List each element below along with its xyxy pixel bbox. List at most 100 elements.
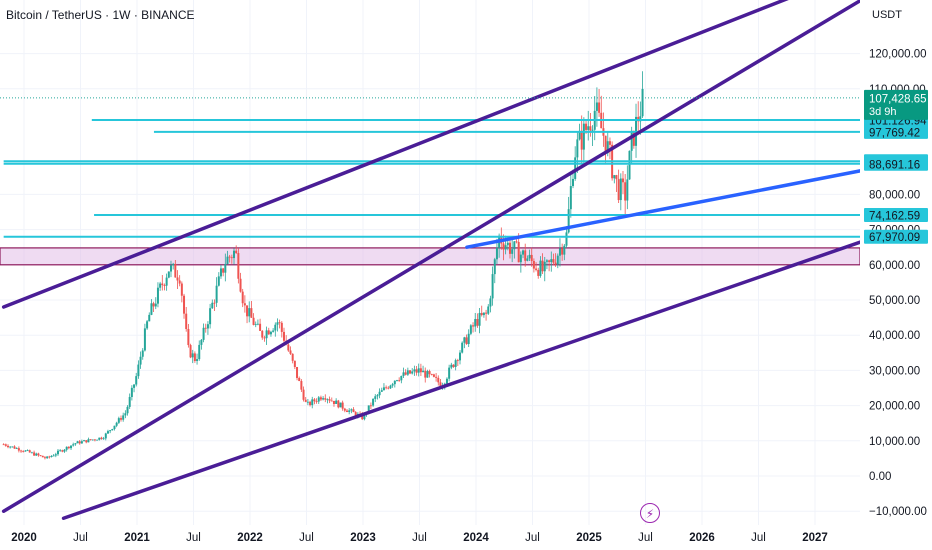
candle-body bbox=[176, 277, 179, 281]
candle-body bbox=[330, 400, 333, 402]
time-axis-label: Jul bbox=[186, 532, 201, 544]
candle-body bbox=[474, 319, 477, 327]
currency-label[interactable]: USDT bbox=[872, 9, 902, 21]
price-tag-label: 67,970.09 bbox=[869, 232, 920, 244]
candle-body bbox=[450, 364, 453, 368]
price-axis-bg bbox=[860, 0, 932, 550]
candle-body bbox=[289, 350, 292, 354]
candle-body bbox=[133, 384, 136, 388]
candle-body bbox=[172, 263, 175, 266]
candle-body bbox=[630, 130, 633, 151]
candle-body bbox=[624, 182, 627, 201]
candle-body bbox=[485, 312, 488, 314]
price-tag-label: 88,691.16 bbox=[869, 159, 920, 171]
time-axis-label: 2024 bbox=[463, 532, 489, 544]
candle-body bbox=[567, 209, 570, 233]
candle-body bbox=[435, 376, 438, 378]
candle-body bbox=[487, 306, 490, 314]
candle-body bbox=[378, 391, 381, 396]
price-axis-label: 120,000.00 bbox=[869, 49, 927, 61]
candle-body bbox=[7, 445, 10, 448]
candle-body bbox=[20, 450, 23, 452]
lightning-icon[interactable]: ⚡ bbox=[640, 503, 660, 523]
time-axis-label: 2022 bbox=[237, 532, 263, 544]
candle-body bbox=[165, 277, 168, 286]
candle-body bbox=[461, 342, 464, 353]
candle-body bbox=[363, 413, 366, 420]
price-axis-label: 0.00 bbox=[869, 471, 891, 483]
countdown-label: 3d 9h bbox=[869, 106, 897, 118]
candle-body bbox=[143, 328, 146, 351]
candle-body bbox=[178, 280, 181, 284]
candle-body bbox=[233, 250, 236, 259]
candle-body bbox=[230, 257, 233, 259]
candle-body bbox=[63, 449, 66, 452]
price-axis-label: 40,000.00 bbox=[869, 330, 920, 342]
candle-body bbox=[332, 400, 335, 404]
candle-body bbox=[639, 116, 642, 122]
candle-body bbox=[152, 303, 155, 307]
candle-body bbox=[54, 454, 57, 456]
candle-body bbox=[276, 322, 279, 325]
candle-body bbox=[272, 330, 275, 332]
candle-body bbox=[572, 178, 575, 187]
candle-body bbox=[617, 179, 620, 201]
candle-body bbox=[293, 360, 296, 367]
candle-body bbox=[632, 130, 635, 146]
time-axis-label: 2021 bbox=[124, 532, 150, 544]
candle-body bbox=[517, 241, 520, 263]
candle-body bbox=[269, 331, 272, 335]
candle-body bbox=[261, 330, 264, 338]
candle-body bbox=[185, 313, 188, 330]
candle-body bbox=[337, 400, 340, 408]
candle-body bbox=[74, 443, 77, 445]
candle-body bbox=[106, 431, 109, 434]
time-axis-label: 2027 bbox=[802, 532, 828, 544]
symbol-title[interactable]: Bitcoin / TetherUS · 1W · BINANCE bbox=[6, 8, 195, 22]
candle-body bbox=[46, 456, 49, 459]
candle-body bbox=[561, 248, 564, 255]
candle-body bbox=[302, 389, 305, 400]
candle-body bbox=[539, 260, 542, 276]
time-axis-label: 2025 bbox=[576, 532, 602, 544]
candle-body bbox=[463, 337, 466, 343]
candle-body bbox=[215, 285, 218, 303]
price-tag-label: 97,769.42 bbox=[869, 127, 920, 139]
candle-body bbox=[102, 438, 105, 440]
candle-body bbox=[183, 295, 186, 314]
candle-body bbox=[228, 256, 231, 258]
candle-body bbox=[535, 268, 538, 270]
candle-body bbox=[348, 410, 351, 412]
candle-body bbox=[574, 157, 577, 179]
price-tag-bg bbox=[864, 207, 928, 222]
candle-body bbox=[139, 356, 142, 365]
candle-body bbox=[526, 258, 529, 261]
candle-body bbox=[13, 446, 16, 449]
candle-body bbox=[246, 305, 249, 317]
candle-body bbox=[456, 360, 459, 361]
candle-body bbox=[130, 387, 133, 397]
candle-body bbox=[569, 186, 572, 210]
candle-body bbox=[278, 322, 281, 324]
candle-body bbox=[37, 453, 40, 456]
time-axis-label: Jul bbox=[525, 532, 540, 544]
candle-body bbox=[163, 285, 166, 286]
candle-body bbox=[161, 283, 164, 286]
candle-body bbox=[528, 254, 531, 259]
candle-body bbox=[52, 455, 55, 457]
time-axis-label: Jul bbox=[299, 532, 314, 544]
candle-body bbox=[372, 398, 375, 406]
candle-body bbox=[354, 412, 357, 417]
candle-body bbox=[226, 256, 229, 264]
candle-body bbox=[398, 380, 401, 382]
candle-body bbox=[187, 329, 190, 346]
candle-body bbox=[335, 400, 338, 404]
candle-body bbox=[2, 444, 5, 446]
candle-body bbox=[459, 352, 462, 361]
candle-body bbox=[400, 375, 403, 381]
candle-body bbox=[380, 390, 383, 392]
candle-body bbox=[409, 370, 412, 374]
candle-body bbox=[472, 325, 475, 327]
candle-body bbox=[545, 260, 548, 262]
